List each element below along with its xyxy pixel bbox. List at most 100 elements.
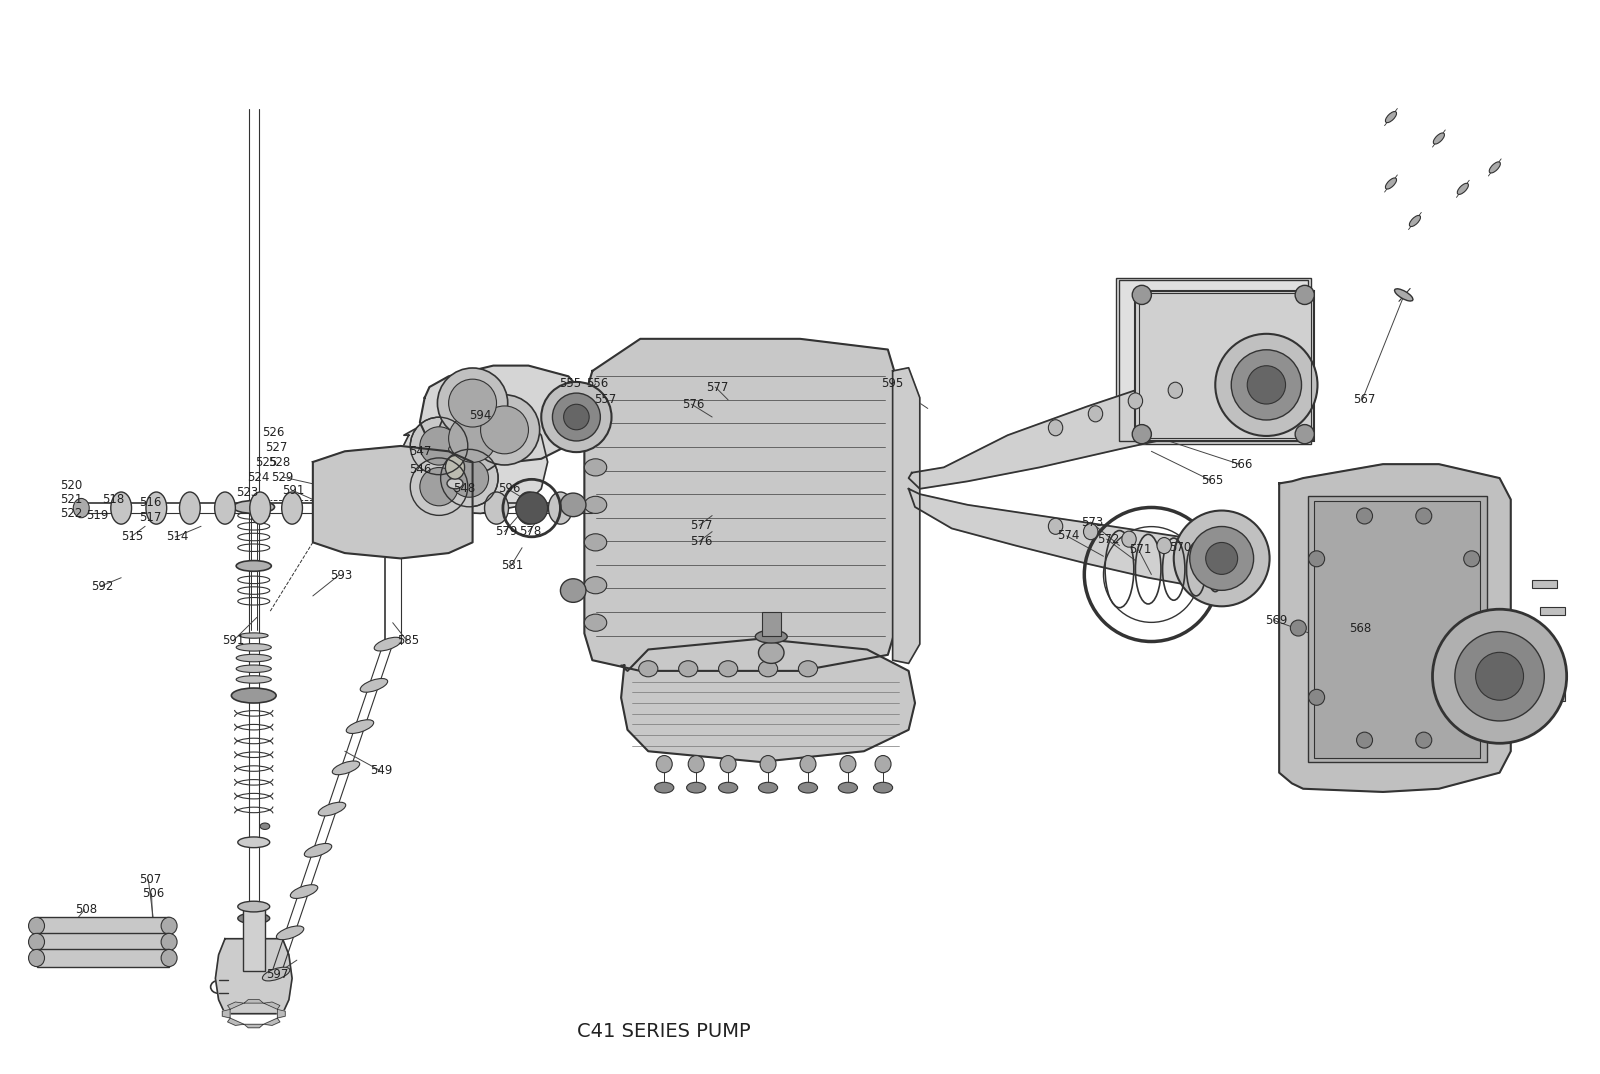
Ellipse shape	[240, 633, 269, 638]
Text: 516: 516	[139, 496, 162, 509]
Circle shape	[1416, 732, 1432, 749]
Circle shape	[1464, 690, 1480, 706]
Text: 557: 557	[594, 393, 616, 406]
Ellipse shape	[718, 782, 738, 793]
Text: 569: 569	[1264, 614, 1286, 627]
Text: C41 SERIES PUMP: C41 SERIES PUMP	[578, 1022, 750, 1042]
Ellipse shape	[110, 492, 131, 524]
Text: 591: 591	[283, 484, 306, 497]
Polygon shape	[621, 639, 915, 761]
Ellipse shape	[584, 459, 606, 476]
Ellipse shape	[758, 661, 778, 677]
Ellipse shape	[1458, 184, 1469, 194]
Polygon shape	[245, 1000, 264, 1003]
Text: 524: 524	[248, 470, 270, 483]
Polygon shape	[227, 1018, 243, 1026]
Text: 579: 579	[494, 525, 517, 538]
Text: 520: 520	[61, 479, 83, 492]
Circle shape	[1190, 526, 1254, 591]
Ellipse shape	[560, 407, 586, 431]
Ellipse shape	[485, 492, 509, 524]
Text: 573: 573	[1082, 516, 1104, 528]
Ellipse shape	[1157, 537, 1171, 553]
Ellipse shape	[162, 933, 178, 950]
Ellipse shape	[1048, 420, 1062, 436]
Ellipse shape	[874, 782, 893, 793]
Text: 522: 522	[61, 507, 83, 520]
Circle shape	[1290, 620, 1306, 636]
Ellipse shape	[146, 492, 166, 524]
Circle shape	[1357, 732, 1373, 749]
Polygon shape	[419, 365, 589, 464]
Text: 595: 595	[882, 377, 904, 390]
Ellipse shape	[560, 579, 586, 603]
Ellipse shape	[688, 755, 704, 772]
Text: 577: 577	[706, 380, 728, 393]
Polygon shape	[277, 1010, 285, 1018]
Ellipse shape	[262, 968, 290, 981]
Ellipse shape	[656, 755, 672, 772]
Text: 596: 596	[498, 482, 520, 495]
Text: 506: 506	[142, 887, 165, 900]
Text: 574: 574	[1058, 529, 1080, 542]
Ellipse shape	[1168, 382, 1182, 398]
Text: 585: 585	[398, 635, 419, 648]
Text: 568: 568	[1349, 622, 1371, 635]
Ellipse shape	[304, 843, 331, 857]
Bar	[1531, 666, 1557, 674]
Circle shape	[1357, 508, 1373, 524]
Bar	[1314, 500, 1480, 757]
Ellipse shape	[758, 782, 778, 793]
Ellipse shape	[800, 755, 816, 772]
Ellipse shape	[678, 661, 698, 677]
Polygon shape	[216, 939, 293, 1014]
Ellipse shape	[1434, 133, 1445, 144]
Circle shape	[1432, 609, 1566, 743]
Text: 525: 525	[256, 455, 278, 468]
Circle shape	[515, 492, 547, 524]
Ellipse shape	[1410, 216, 1421, 227]
Polygon shape	[227, 1002, 243, 1010]
Text: 547: 547	[408, 445, 430, 458]
Ellipse shape	[584, 577, 606, 594]
Ellipse shape	[237, 643, 272, 651]
Polygon shape	[909, 371, 1278, 489]
Text: 570: 570	[1170, 541, 1192, 554]
Ellipse shape	[1088, 406, 1102, 422]
Circle shape	[1294, 286, 1314, 304]
Polygon shape	[584, 338, 896, 671]
Ellipse shape	[360, 679, 387, 693]
Ellipse shape	[760, 755, 776, 772]
Text: 508: 508	[75, 903, 98, 916]
Ellipse shape	[250, 492, 270, 524]
Ellipse shape	[686, 782, 706, 793]
Ellipse shape	[282, 492, 302, 524]
Bar	[1539, 693, 1565, 701]
Bar	[1307, 496, 1486, 761]
Circle shape	[1248, 366, 1285, 404]
Text: 526: 526	[262, 425, 285, 438]
Ellipse shape	[584, 534, 606, 551]
Text: 565: 565	[1202, 474, 1224, 487]
Bar	[1120, 280, 1307, 440]
Text: 549: 549	[370, 764, 392, 777]
Circle shape	[437, 404, 507, 474]
Circle shape	[448, 415, 496, 463]
Text: 591: 591	[222, 635, 245, 648]
Bar	[37, 917, 170, 934]
Circle shape	[410, 417, 467, 475]
Circle shape	[563, 404, 589, 430]
Text: 592: 592	[91, 580, 114, 593]
Ellipse shape	[584, 410, 606, 427]
Polygon shape	[264, 1018, 280, 1026]
Circle shape	[448, 379, 496, 427]
Ellipse shape	[798, 782, 818, 793]
Ellipse shape	[758, 642, 784, 664]
Circle shape	[437, 368, 507, 438]
Circle shape	[1174, 510, 1269, 607]
Circle shape	[1464, 551, 1480, 567]
Text: 597: 597	[267, 968, 290, 981]
Polygon shape	[314, 446, 472, 558]
Ellipse shape	[798, 661, 818, 677]
Bar	[1539, 607, 1565, 615]
